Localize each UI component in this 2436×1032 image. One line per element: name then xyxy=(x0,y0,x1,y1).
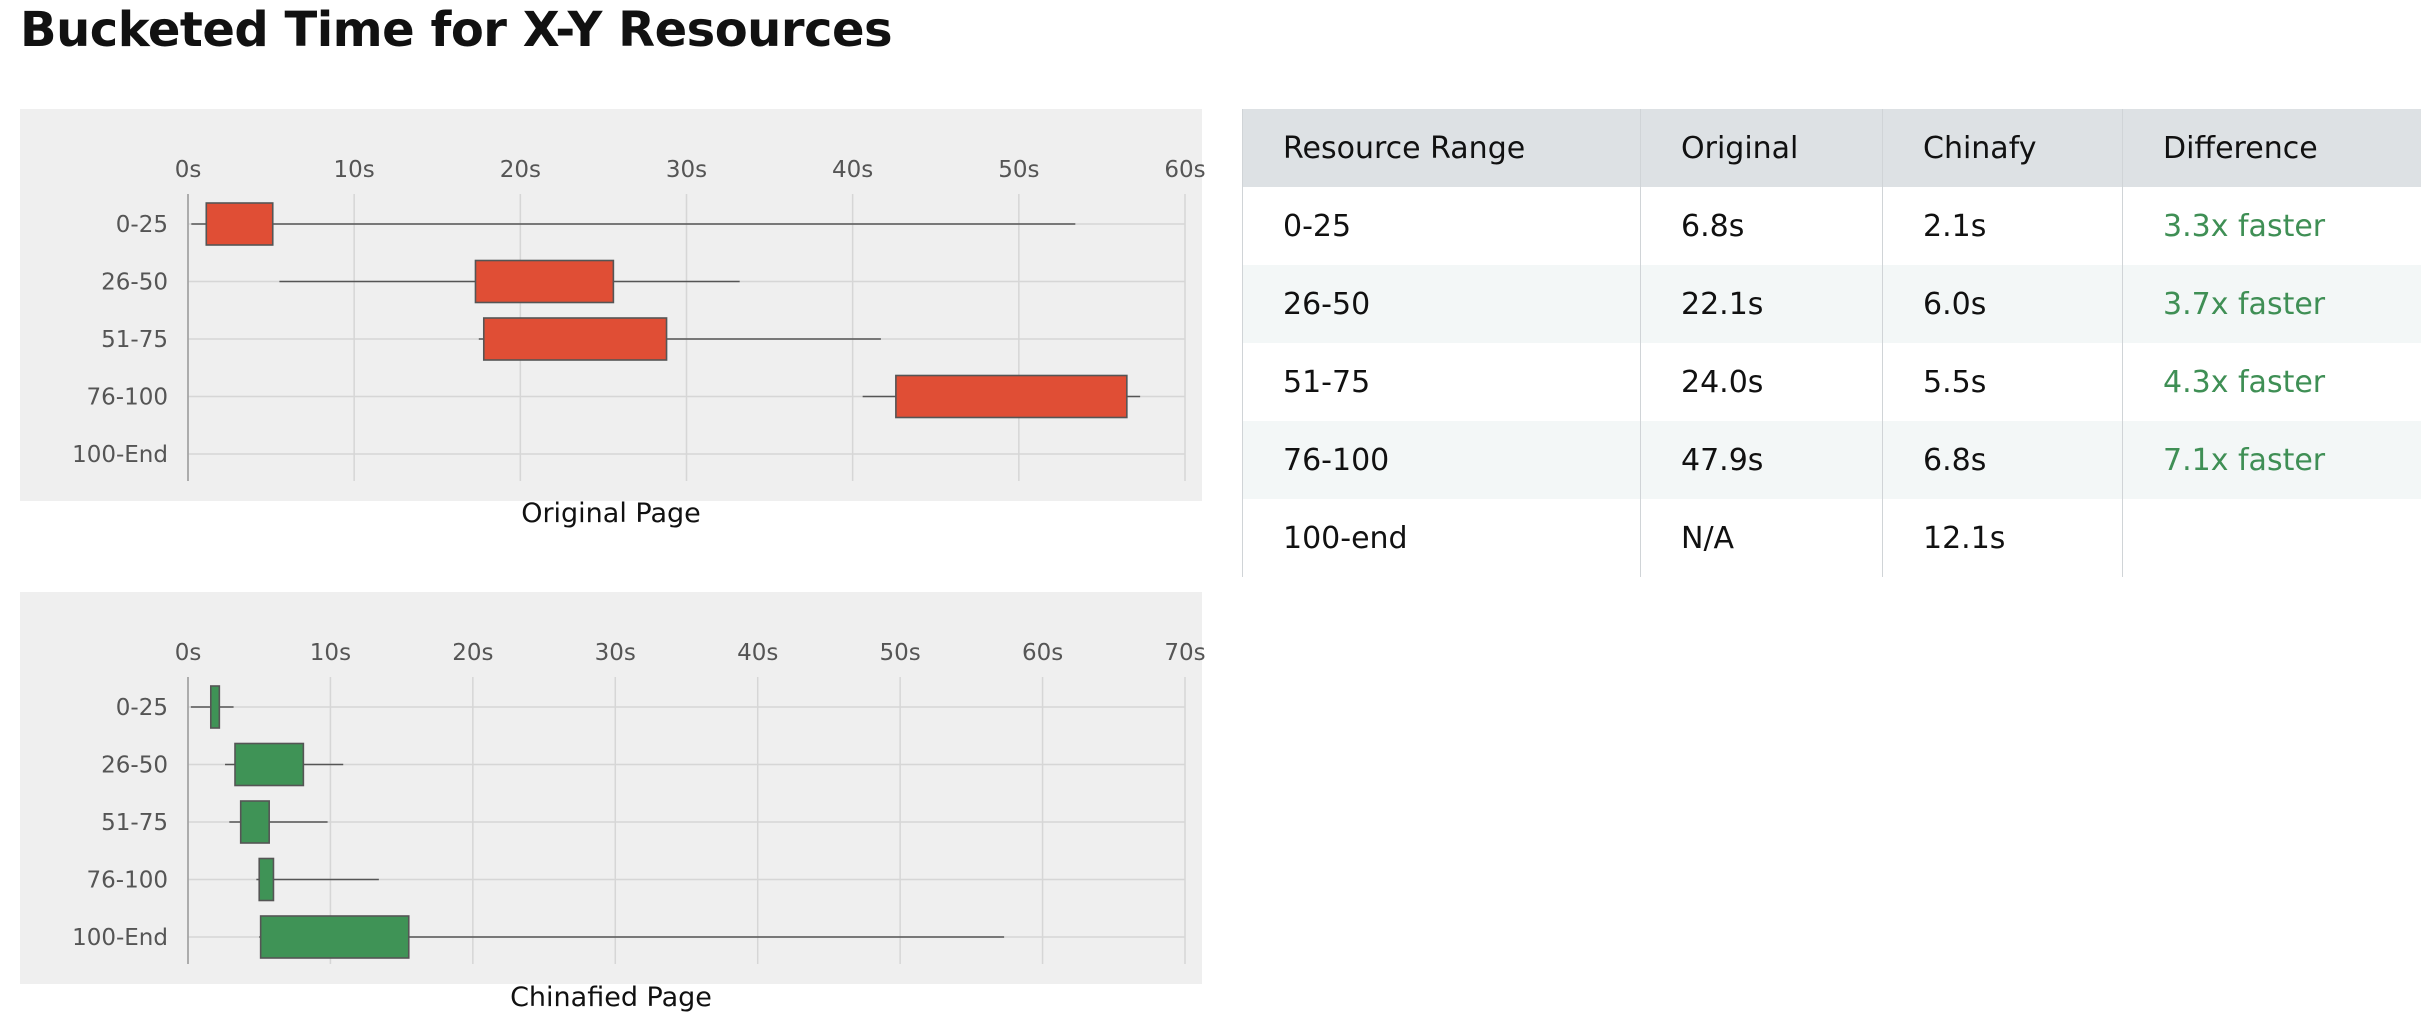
chinafied-category-label-0-25: 0-25 xyxy=(116,695,168,721)
cell-chinafy: 6.0s xyxy=(1882,265,2123,343)
original-box-26-50 xyxy=(474,259,615,304)
original-x-tick-label: 10s xyxy=(334,157,375,183)
chinafied-x-tick-label: 60s xyxy=(1022,640,1063,666)
cell-original: 22.1s xyxy=(1640,265,1883,343)
original-x-tick-label: 0s xyxy=(175,157,202,183)
chinafied-box-100-end xyxy=(259,915,410,959)
chinafied-x-tick-label: 40s xyxy=(737,640,778,666)
original-x-tick-label: 50s xyxy=(998,157,1039,183)
chinafied-category-label-100-end: 100-End xyxy=(72,925,168,951)
original-x-tick-label: 40s xyxy=(832,157,873,183)
original-x-tick-label: 20s xyxy=(500,157,541,183)
chinafied-page-chart-svg: 0s 10s 20s 30s 40s 50s 60s 70s 0-25 26-50 51-75 76-… xyxy=(72,640,1206,964)
header-difference: Difference xyxy=(2122,109,2421,187)
cell-original: 6.8s xyxy=(1640,187,1883,265)
original-box-76-100 xyxy=(895,374,1128,419)
cell-original: 24.0s xyxy=(1640,343,1883,421)
header-original: Original xyxy=(1640,109,1883,187)
table-row: 26-50 22.1s 6.0s 3.7x faster xyxy=(1242,265,2421,343)
table-row: 0-25 6.8s 2.1s 3.3x faster xyxy=(1242,187,2421,265)
cell-original: N/A xyxy=(1640,499,1883,577)
chinafied-x-tick-label: 10s xyxy=(310,640,351,666)
chinafied-page-caption: Chinafied Page xyxy=(510,982,712,1013)
table-header-row: Resource Range Original Chinafy Differen… xyxy=(1242,109,2421,187)
cell-resource-range: 100-end xyxy=(1242,499,1641,577)
original-page-chart-svg: 0s 10s 20s 30s 40s 50s 60s 0-25 26-50 51-75 76-100… xyxy=(72,157,1206,481)
cell-original: 47.9s xyxy=(1640,421,1883,499)
cell-chinafy: 12.1s xyxy=(1882,499,2123,577)
cell-difference xyxy=(2122,499,2421,577)
chinafied-box-26-50 xyxy=(234,742,305,787)
cell-difference: 3.7x faster xyxy=(2122,265,2421,343)
chinafied-box-51-75 xyxy=(239,800,270,844)
chinafied-x-tick-label: 20s xyxy=(452,640,493,666)
original-x-tick-label: 30s xyxy=(666,157,707,183)
cell-chinafy: 2.1s xyxy=(1882,187,2123,265)
original-category-label-76-100: 76-100 xyxy=(87,385,168,411)
original-x-tick-label: 60s xyxy=(1164,157,1205,183)
cell-resource-range: 51-75 xyxy=(1242,343,1641,421)
header-resource-range: Resource Range xyxy=(1242,109,1641,187)
chinafied-category-label-76-100: 76-100 xyxy=(87,868,168,894)
chinafied-box-76-100 xyxy=(258,857,275,902)
chinafied-x-tick-label: 30s xyxy=(595,640,636,666)
original-box-51-75 xyxy=(482,317,668,361)
original-box-0-25 xyxy=(205,202,274,246)
original-page-caption: Original Page xyxy=(521,498,701,529)
chinafied-x-tick-label: 70s xyxy=(1164,640,1205,666)
bucketed-time-table: Resource Range Original Chinafy Differen… xyxy=(1242,109,2421,577)
cell-difference: 4.3x faster xyxy=(2122,343,2421,421)
original-category-label-51-75: 51-75 xyxy=(101,327,168,353)
chinafied-x-tick-label: 0s xyxy=(175,640,202,666)
chinafied-x-tick-label: 50s xyxy=(880,640,921,666)
cell-chinafy: 6.8s xyxy=(1882,421,2123,499)
header-chinafy: Chinafy xyxy=(1882,109,2123,187)
table-row: 76-100 47.9s 6.8s 7.1x faster xyxy=(1242,421,2421,499)
original-category-label-0-25: 0-25 xyxy=(116,212,168,238)
cell-difference: 3.3x faster xyxy=(2122,187,2421,265)
cell-chinafy: 5.5s xyxy=(1882,343,2123,421)
table-row: 51-75 24.0s 5.5s 4.3x faster xyxy=(1242,343,2421,421)
original-page-chart: 0s 10s 20s 30s 40s 50s 60s 0-25 26-50 51-75 76-100… xyxy=(20,109,1206,501)
chinafied-category-label-51-75: 51-75 xyxy=(101,810,168,836)
cell-resource-range: 0-25 xyxy=(1242,187,1641,265)
chinafied-category-label-26-50: 26-50 xyxy=(101,753,168,779)
original-category-label-100-end: 100-End xyxy=(72,442,168,468)
page-title: Bucketed Time for X-Y Resources xyxy=(20,2,893,58)
table-row: 100-end N/A 12.1s xyxy=(1242,499,2421,577)
cell-resource-range: 76-100 xyxy=(1242,421,1641,499)
cell-resource-range: 26-50 xyxy=(1242,265,1641,343)
chinafied-box-0-25 xyxy=(209,685,221,729)
chinafied-page-chart: 0s 10s 20s 30s 40s 50s 60s 70s 0-25 26-50 51-75 76-… xyxy=(20,592,1206,984)
cell-difference: 7.1x faster xyxy=(2122,421,2421,499)
original-category-label-26-50: 26-50 xyxy=(101,270,168,296)
